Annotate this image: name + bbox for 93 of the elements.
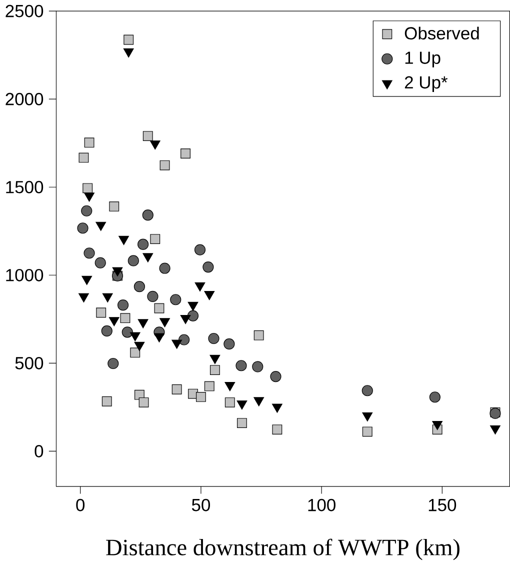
point (160, 318, 170, 328)
point (208, 332, 220, 344)
point (109, 202, 120, 212)
point (150, 140, 160, 150)
point (204, 291, 215, 300)
legend-label: Observed (404, 26, 479, 40)
point (490, 425, 500, 434)
point (362, 412, 373, 422)
point (142, 253, 154, 262)
point (254, 330, 264, 340)
point (78, 293, 89, 302)
x-tick-label: 150 (428, 498, 456, 512)
point (108, 317, 120, 326)
point (236, 360, 247, 372)
point (84, 192, 94, 202)
y-tick-label: 1000 (6, 268, 44, 282)
point (159, 262, 170, 274)
point (252, 361, 264, 372)
point (210, 365, 220, 375)
point (224, 382, 236, 392)
point (101, 325, 112, 336)
point (118, 236, 129, 246)
point (172, 340, 182, 349)
point (81, 205, 92, 216)
y-tick-label: 2500 (6, 4, 44, 18)
point (224, 397, 235, 408)
x-axis-title: Distance downstream of WWTP (km) (106, 538, 460, 560)
y-tick-label: 500 (15, 356, 44, 370)
legend-label: 2 Up* (404, 76, 448, 92)
point (362, 385, 373, 396)
point (236, 400, 248, 410)
point (202, 261, 214, 273)
point (84, 138, 94, 148)
point (178, 334, 190, 346)
point (142, 131, 153, 142)
point (362, 426, 372, 437)
point (82, 276, 92, 285)
point (102, 293, 113, 302)
point (432, 420, 443, 430)
point (147, 290, 158, 302)
point (204, 381, 214, 392)
point (170, 294, 182, 306)
point (120, 313, 130, 324)
point (138, 238, 149, 250)
point (254, 397, 264, 406)
point (138, 319, 148, 328)
point (123, 48, 134, 58)
point (118, 300, 129, 311)
point (130, 348, 140, 358)
point (272, 424, 282, 434)
point (134, 281, 145, 292)
point (188, 302, 198, 312)
point (112, 267, 123, 276)
point (272, 404, 282, 413)
point (124, 34, 134, 45)
point (180, 148, 190, 158)
point (210, 354, 220, 364)
point (82, 183, 93, 194)
point (96, 222, 106, 231)
point (154, 333, 164, 342)
x-tick-label: 50 (192, 498, 210, 512)
point (160, 160, 170, 170)
x-tick-label: 100 (308, 498, 336, 512)
legend-label: 1 Up (405, 52, 440, 68)
point (134, 342, 145, 352)
point (96, 308, 106, 318)
point (224, 338, 235, 350)
y-tick-label: 1500 (6, 180, 44, 194)
point (122, 326, 133, 338)
point (270, 371, 282, 382)
point (102, 396, 112, 406)
point (77, 222, 88, 234)
point (130, 332, 140, 342)
y-tick-label: 0 (34, 445, 44, 458)
point (194, 282, 206, 292)
point (180, 314, 191, 324)
point (84, 248, 95, 259)
point (142, 210, 154, 221)
point (172, 384, 182, 394)
x-tick-label: 0 (76, 498, 85, 512)
point (429, 392, 440, 403)
point (94, 257, 106, 268)
point (194, 244, 206, 256)
point (154, 303, 164, 314)
y-tick-label: 2000 (6, 92, 44, 106)
point (237, 418, 247, 428)
point (78, 152, 89, 163)
point (138, 397, 149, 408)
point (150, 234, 160, 244)
point (196, 392, 206, 402)
point (187, 310, 199, 322)
point (108, 358, 119, 370)
point (128, 255, 139, 266)
